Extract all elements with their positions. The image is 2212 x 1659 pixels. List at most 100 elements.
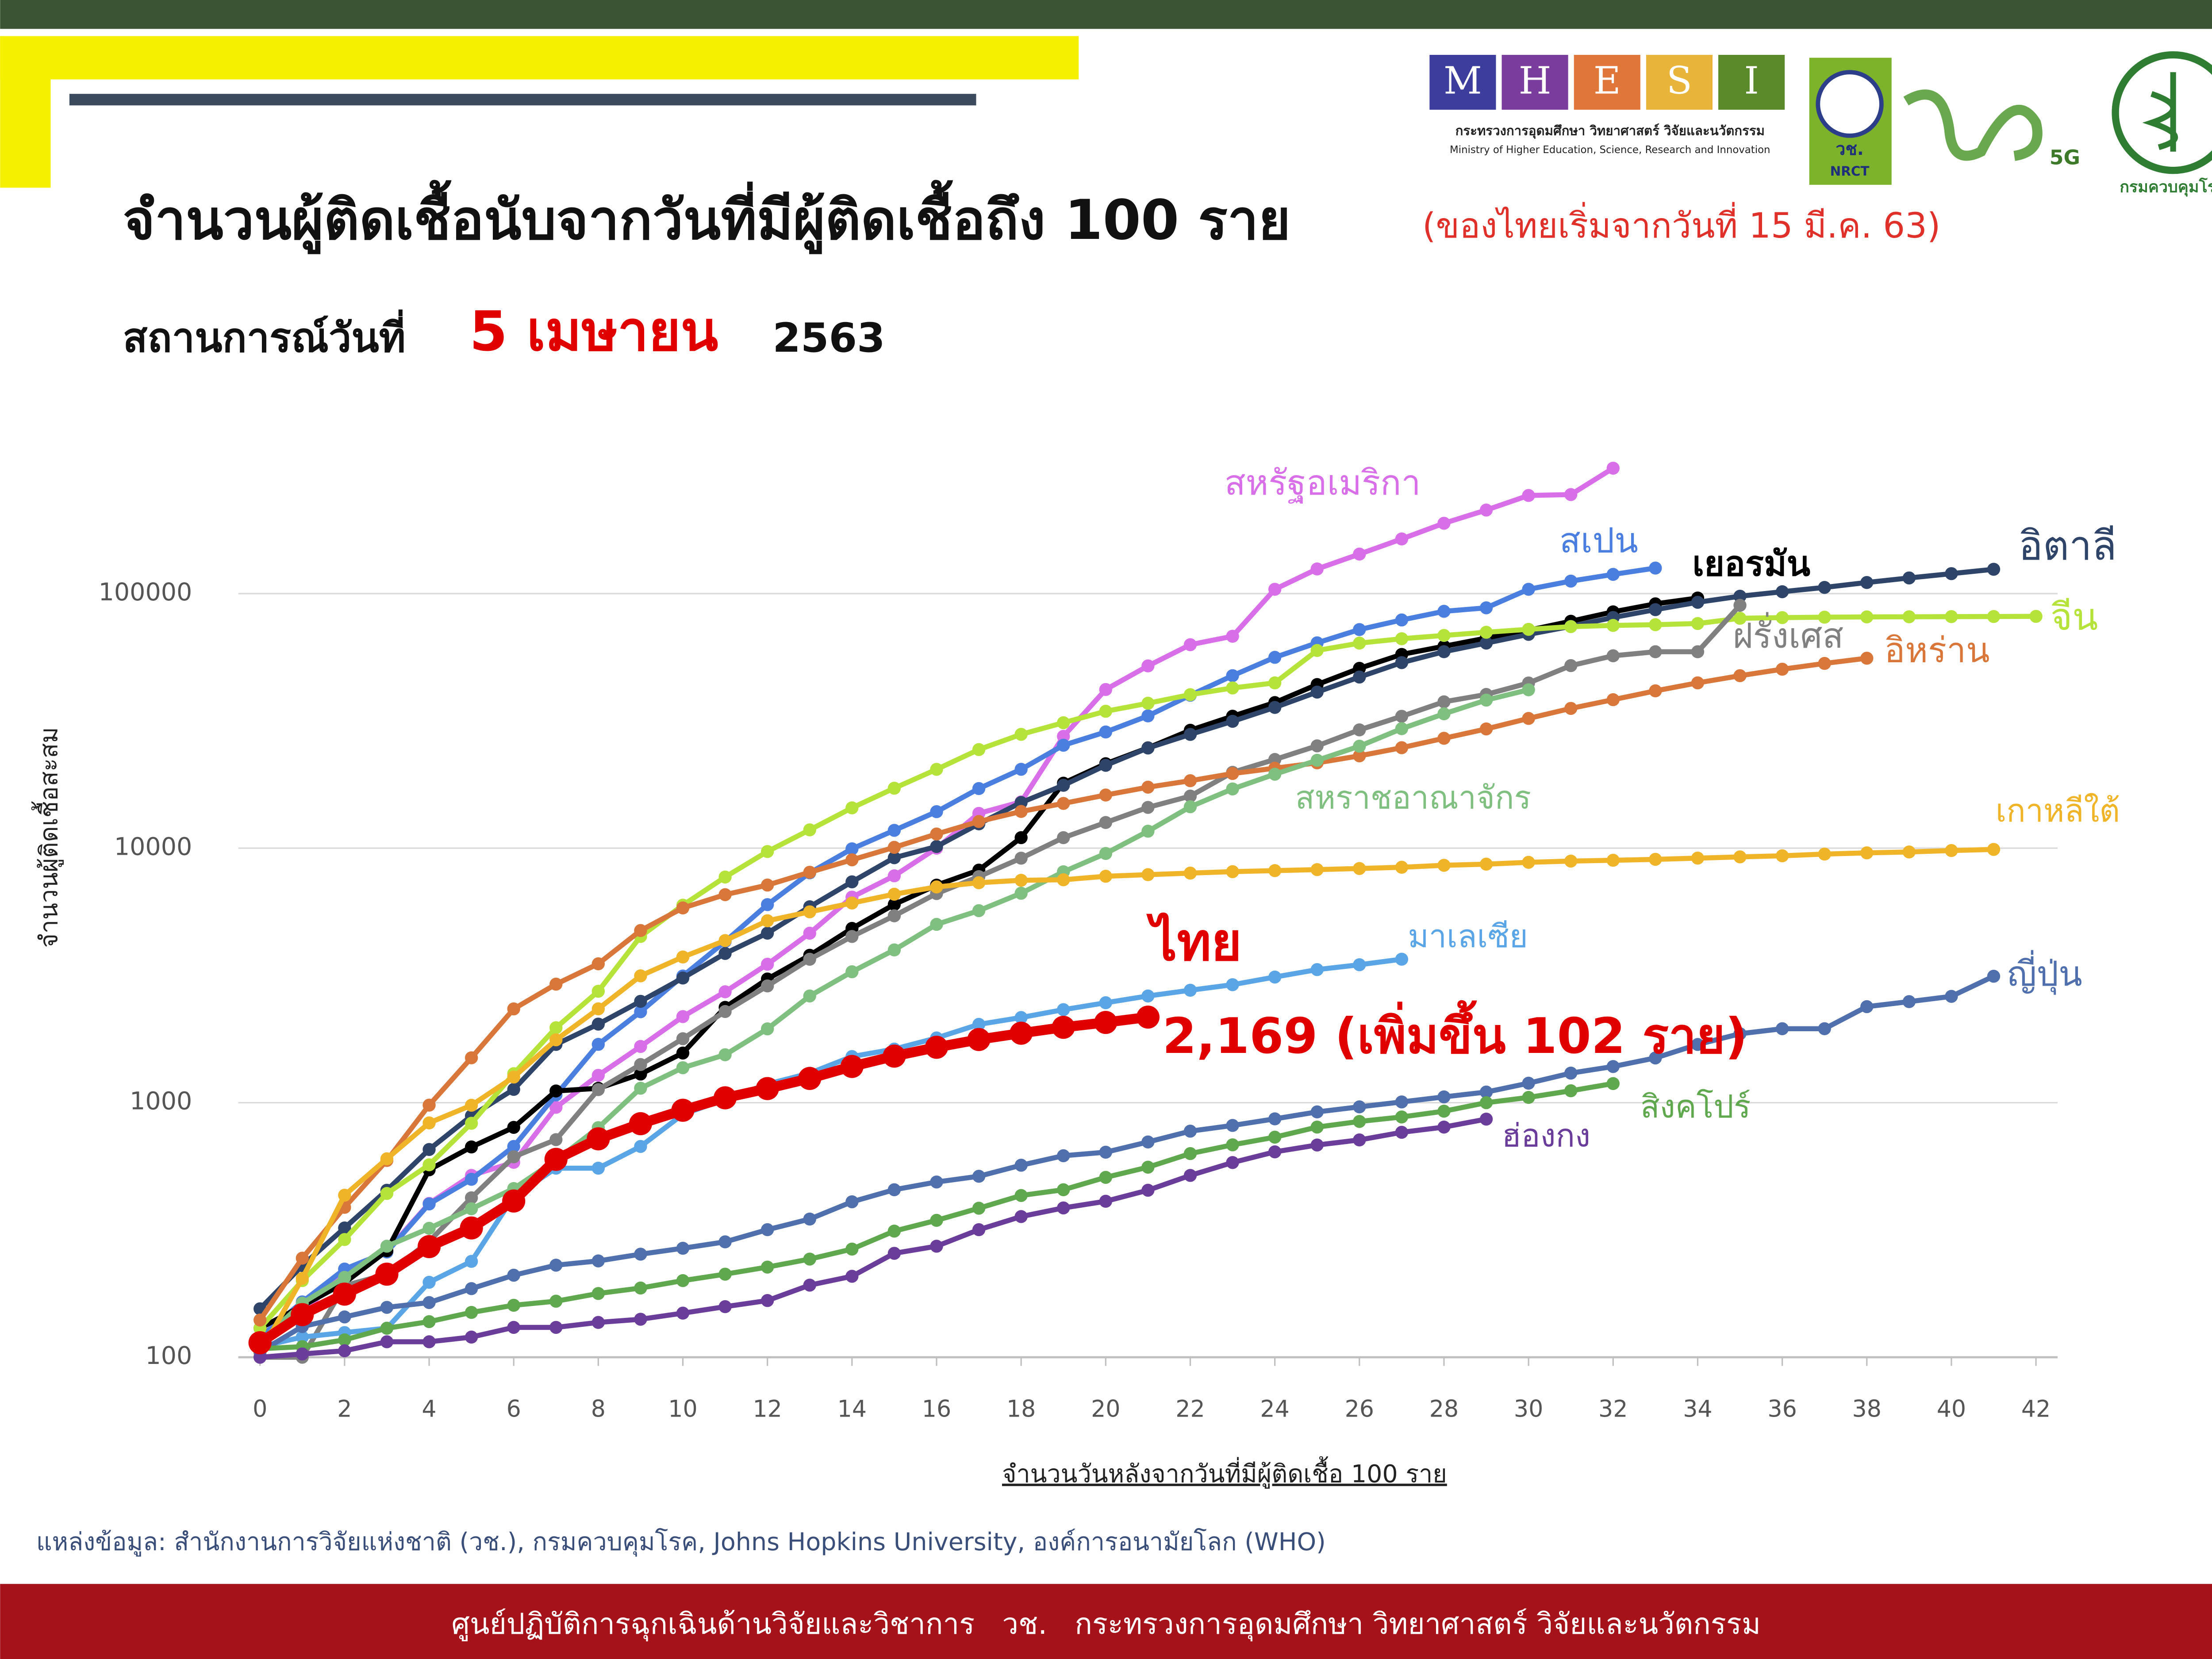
- data-point: [1479, 636, 1493, 650]
- x-tick-label: 42: [2021, 1396, 2051, 1423]
- series-line: [258, 565, 1656, 1339]
- data-point: [1141, 1160, 1155, 1174]
- data-point: [1818, 611, 1831, 624]
- data-point: [1437, 859, 1451, 872]
- x-tick-label: 30: [1514, 1396, 1543, 1423]
- data-point: [1099, 816, 1113, 829]
- x-tick-label: 12: [753, 1396, 782, 1423]
- mhesi-en: Ministry of Higher Education, Science, R…: [1450, 144, 1770, 156]
- data-point: [591, 1316, 605, 1329]
- x-tick-label: 2: [337, 1396, 352, 1423]
- data-point: [718, 1005, 732, 1018]
- data-point: [465, 1098, 478, 1112]
- data-point: [296, 1330, 309, 1344]
- mhesi-box: [1646, 55, 1713, 110]
- data-point: [1733, 611, 1747, 625]
- data-point: [1226, 1119, 1239, 1132]
- data-point: [1691, 1038, 1705, 1051]
- x-tick-label: 18: [1006, 1396, 1036, 1423]
- data-point: [338, 1221, 351, 1235]
- status-label: สถานการณ์วันที่: [123, 309, 406, 361]
- data-point: [1014, 887, 1028, 900]
- data-point: [338, 1188, 351, 1202]
- data-point: [1226, 714, 1239, 728]
- data-point: [1268, 676, 1282, 690]
- data-point: [549, 1259, 563, 1272]
- data-point: [1052, 1015, 1075, 1039]
- data-point: [1099, 1194, 1113, 1208]
- data-point: [549, 1021, 563, 1034]
- data-point: [1353, 749, 1366, 763]
- mhesi-box: [1429, 55, 1496, 110]
- data-point: [1353, 862, 1366, 875]
- data-point: [1395, 1110, 1409, 1124]
- data-point: [549, 1133, 563, 1146]
- x-tick-label: 4: [422, 1396, 436, 1423]
- series-line: [257, 1012, 1149, 1347]
- mhesi-th: กระทรวงการอุดมศึกษา วิทยาศาสตร์ วิจัยและ…: [1455, 123, 1765, 138]
- data-point: [1987, 610, 2001, 623]
- data-point: [887, 824, 901, 837]
- data-point: [591, 957, 605, 971]
- data-point: [1395, 860, 1409, 874]
- data-point: [1183, 1125, 1197, 1138]
- data-point: [1564, 620, 1578, 634]
- rule: [69, 94, 976, 106]
- data-point: [1014, 805, 1028, 818]
- data-point: [1564, 659, 1578, 672]
- data-point: [549, 1321, 563, 1334]
- data-point: [1522, 622, 1535, 636]
- data-point: [1479, 1096, 1493, 1110]
- data-point: [1479, 503, 1493, 517]
- data-point: [1649, 1051, 1662, 1065]
- data-point: [1310, 1120, 1324, 1134]
- mhesi-box: [1574, 55, 1640, 110]
- series-line: [260, 603, 1742, 1360]
- data-point: [422, 1315, 436, 1329]
- data-point: [1902, 571, 1916, 585]
- data-point: [1945, 567, 1958, 580]
- y-tick-label: 10000: [114, 833, 192, 861]
- data-point: [1310, 1105, 1324, 1119]
- data-point: [507, 1298, 520, 1312]
- data-point: [845, 896, 859, 910]
- data-point: [972, 904, 986, 918]
- data-point: [845, 1270, 859, 1283]
- nrct-emblem: [1816, 70, 1884, 138]
- data-point: [1522, 712, 1535, 725]
- data-point: [1226, 669, 1239, 682]
- data-point: [972, 1018, 986, 1031]
- data-point: [1353, 547, 1366, 561]
- data-point: [1395, 1125, 1409, 1139]
- data-point: [1183, 638, 1197, 651]
- data-point: [1395, 741, 1409, 754]
- data-point: [502, 1189, 526, 1213]
- data-point: [549, 977, 563, 991]
- data-point: [296, 1252, 309, 1265]
- mhesi-letter: H: [1519, 59, 1551, 103]
- mhesi-box: [1502, 55, 1568, 110]
- mhesi-letter: S: [1667, 59, 1692, 103]
- data-point: [1014, 796, 1028, 809]
- data-point: [1057, 1201, 1070, 1215]
- data-point: [1733, 1027, 1747, 1041]
- data-point: [1395, 632, 1409, 645]
- data-point: [1818, 657, 1831, 670]
- data-point: [1860, 652, 1874, 665]
- data-point: [1057, 797, 1070, 810]
- data-point: [972, 1170, 986, 1183]
- data-point: [253, 1351, 267, 1364]
- data-point: [422, 1221, 436, 1235]
- data-point: [930, 918, 943, 931]
- data-point: [591, 1161, 605, 1175]
- data-point: [1437, 1090, 1451, 1104]
- data-point: [1522, 489, 1535, 502]
- data-point: [1183, 789, 1197, 803]
- data-point: [380, 1240, 394, 1253]
- data-point: [1268, 1130, 1282, 1144]
- data-point: [671, 1098, 695, 1122]
- series-label: สหรัฐอเมริกา: [1225, 463, 1421, 503]
- annotation: 2,169 (เพิ่มขึ้น 102 ราย): [1163, 1000, 1748, 1065]
- data-point: [380, 1152, 394, 1166]
